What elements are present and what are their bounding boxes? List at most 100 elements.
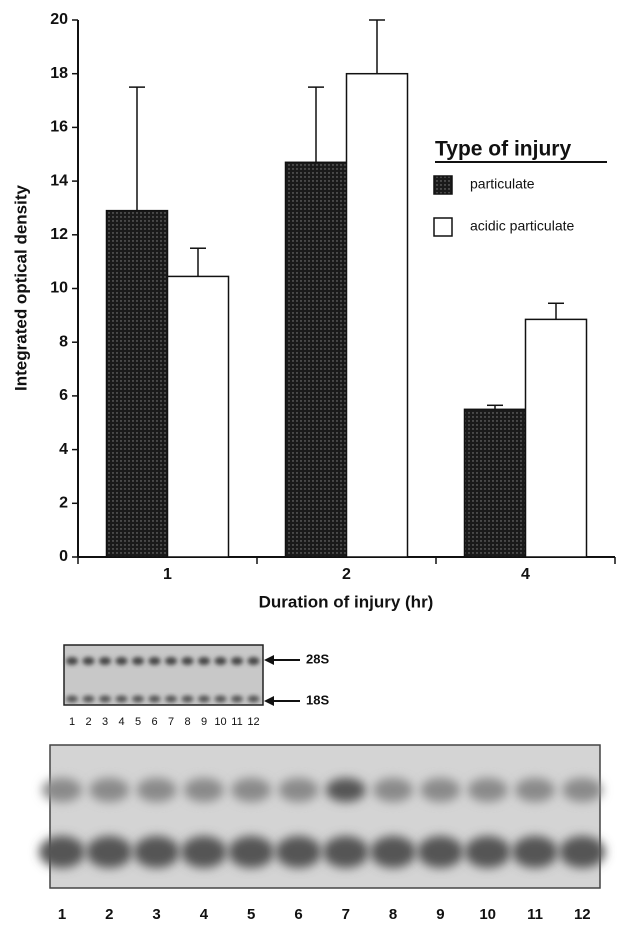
band — [512, 836, 558, 868]
bar — [105, 209, 169, 558]
lane-label: 8 — [184, 716, 190, 728]
lane-label: 12 — [247, 716, 259, 728]
lane-label: 7 — [342, 906, 350, 923]
band — [82, 695, 95, 703]
arrow-head — [264, 696, 274, 706]
y-tick-label: 14 — [50, 172, 68, 189]
legend-swatch — [433, 217, 453, 237]
band — [165, 695, 177, 703]
lane-label: 11 — [231, 716, 242, 728]
band — [214, 695, 227, 703]
band — [198, 695, 210, 703]
band — [420, 778, 461, 802]
band — [467, 778, 508, 802]
x-tick-label: 1 — [163, 566, 172, 583]
band — [89, 778, 130, 802]
lane-label: 4 — [200, 906, 209, 923]
large-blot — [49, 744, 601, 889]
band — [66, 695, 78, 703]
band — [231, 657, 243, 665]
legend-label: particulate — [470, 176, 535, 192]
band — [39, 836, 85, 868]
y-tick-label: 4 — [59, 441, 68, 458]
band — [515, 778, 555, 802]
band — [148, 695, 161, 703]
y-tick-label: 18 — [50, 65, 68, 82]
band — [373, 778, 414, 802]
band — [181, 695, 194, 703]
band — [214, 657, 227, 665]
legend-title: Type of injury — [435, 138, 571, 161]
band — [148, 657, 161, 665]
lane-label: 5 — [247, 906, 255, 923]
blots: 28S 18S 1 2 3 4 5 6 7 8 9 10 11 121 2 3 4 5 6 7 8 9 10 11 12 — [39, 644, 606, 923]
lane-label: 1 — [69, 716, 75, 728]
y-tick-label: 16 — [50, 119, 68, 136]
band — [464, 836, 511, 868]
lane-label: 5 — [135, 716, 141, 728]
band — [198, 657, 210, 665]
bar — [345, 72, 409, 558]
band — [325, 778, 366, 802]
band — [183, 778, 224, 802]
y-tick-label: 8 — [59, 333, 68, 350]
band — [99, 657, 111, 665]
lane-label: 9 — [201, 716, 207, 728]
y-axis-label: Integrated optical density — [11, 184, 30, 390]
band — [180, 836, 227, 868]
band — [82, 657, 95, 665]
band — [115, 695, 128, 703]
band — [247, 695, 260, 703]
band — [559, 836, 606, 868]
y-tick-label: 10 — [50, 280, 68, 297]
band — [275, 836, 322, 868]
x-tick-label: 2 — [342, 566, 351, 583]
lane-label: 8 — [389, 906, 397, 923]
y-tick-label: 6 — [59, 387, 68, 404]
bar — [166, 275, 230, 558]
lane-label: 1 — [58, 906, 66, 923]
lane-label: 9 — [436, 906, 444, 923]
x-axis-label: Duration of injury (hr) — [259, 592, 434, 611]
band — [165, 657, 177, 665]
band — [322, 836, 369, 868]
lane-label: 12 — [574, 906, 591, 923]
bar — [463, 408, 527, 558]
band — [132, 657, 144, 665]
bar — [284, 161, 348, 558]
arrow-head — [264, 655, 274, 665]
legend-label: acidic particulate — [470, 218, 574, 234]
band — [66, 657, 78, 665]
x-tick-label: 4 — [521, 566, 530, 583]
marker-label: 18S — [306, 692, 329, 707]
band — [562, 778, 603, 802]
band — [231, 778, 272, 802]
band — [115, 657, 128, 665]
lane-label: 6 — [294, 906, 302, 923]
lane-label: 10 — [479, 906, 496, 923]
marker-label: 28S — [306, 651, 329, 666]
lane-label: 6 — [151, 716, 157, 728]
band — [132, 695, 144, 703]
band — [247, 657, 260, 665]
bar — [524, 318, 588, 558]
lane-label: 2 — [85, 716, 91, 728]
band — [181, 657, 194, 665]
band — [278, 778, 319, 802]
y-tick-label: 2 — [59, 495, 68, 512]
lane-label: 3 — [152, 906, 160, 923]
lane-label: 2 — [105, 906, 113, 923]
band — [417, 836, 464, 868]
small-blot — [63, 644, 264, 706]
y-tick-label: 12 — [50, 226, 68, 243]
legend-swatch — [433, 175, 453, 195]
y-tick-label: 0 — [59, 548, 68, 565]
lane-label: 7 — [168, 716, 174, 728]
lane-label: 10 — [214, 716, 226, 728]
band — [42, 778, 82, 802]
band — [228, 836, 275, 868]
band — [99, 695, 111, 703]
band — [86, 836, 133, 868]
band — [136, 778, 177, 802]
